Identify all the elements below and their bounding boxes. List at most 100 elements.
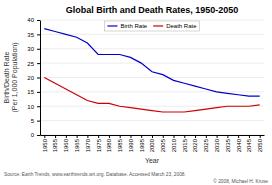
tick: 1965 — [74, 135, 80, 152]
tick-mark — [37, 106, 40, 107]
tick-mark — [37, 63, 40, 64]
tick-label: 1970 — [85, 138, 91, 152]
chart-container: 1950 1955 1960 1965 1970 1975 1980 1985 1990 1995… — [0, 0, 272, 185]
tick-mark — [37, 20, 40, 21]
tick-label: 2045 — [246, 138, 252, 152]
annotation: Source: Earth Trends, www.earthtrends.wr… — [4, 172, 186, 177]
tick-label: 1990 — [128, 138, 134, 152]
tick-mark — [217, 135, 218, 138]
tick-label: 10 — [27, 104, 34, 110]
y-axis-title: Birth/Death Rate(Per 1,000 Population) — [3, 42, 19, 112]
tick-label: 2000 — [149, 138, 155, 152]
tick: 2005 — [160, 135, 166, 152]
tick-label: 15 — [27, 89, 34, 95]
tick-mark — [37, 121, 40, 122]
tick-mark — [260, 135, 261, 138]
tick: 2025 — [203, 135, 209, 152]
tick: 1955 — [52, 135, 58, 152]
tick: 1975 — [96, 135, 102, 152]
y-axis-title-line: Birth/Death Rate — [3, 52, 10, 104]
tick-mark — [227, 135, 228, 138]
tick: 0 — [31, 132, 40, 138]
tick: 2010 — [171, 135, 177, 152]
y-axis: 0 5 10 15 20 25 30 35 40 — [27, 17, 40, 138]
tick-label: 40 — [27, 17, 34, 23]
tick: 1960 — [63, 135, 69, 152]
tick-label: 1965 — [74, 138, 80, 152]
annotation: © 2008, Michael H. Kruse — [213, 178, 268, 184]
legend-label: Death Rate — [166, 23, 197, 29]
x-axis: 1950 1955 1960 1965 1970 1975 1980 1985 1990 1995… — [41, 135, 265, 152]
tick-label: 25 — [27, 61, 34, 67]
tick-label: 1955 — [52, 138, 58, 152]
chart: 1950 1955 1960 1965 1970 1975 1980 1985 1990 1995… — [0, 0, 272, 185]
tick-mark — [37, 92, 40, 93]
legend-item: Death Rate — [153, 23, 197, 29]
y-axis-title-line: (Per 1,000 Population) — [11, 42, 19, 112]
tick: 35 — [27, 32, 40, 38]
legend: Birth RateDeath Rate — [104, 21, 199, 31]
tick: 25 — [27, 61, 40, 67]
tick-label: 30 — [27, 46, 34, 52]
tick-mark — [184, 135, 185, 138]
tick: 10 — [27, 104, 40, 110]
grid-line — [40, 34, 264, 35]
tick: 30 — [27, 46, 40, 52]
grid-line — [40, 77, 264, 78]
tick-mark — [66, 135, 67, 138]
tick-label: 2005 — [160, 138, 166, 152]
grid-line — [40, 20, 264, 21]
tick-label: 2030 — [214, 138, 220, 152]
tick-mark — [98, 135, 99, 138]
grid — [40, 20, 264, 135]
tick-label: 2015 — [182, 138, 188, 152]
tick-label: 2050 — [257, 138, 263, 152]
plot-area — [44, 29, 259, 112]
grid-line — [40, 91, 264, 92]
tick-label: 20 — [27, 75, 34, 81]
tick-mark — [163, 135, 164, 138]
tick: 1970 — [85, 135, 91, 152]
tick-mark — [249, 135, 250, 138]
x-axis-title: Year — [145, 157, 160, 164]
tick-label: 1975 — [96, 138, 102, 152]
tick: 2050 — [257, 135, 263, 152]
tick-mark — [55, 135, 56, 138]
tick-mark — [37, 135, 40, 136]
tick: 1995 — [139, 135, 145, 152]
tick: 1985 — [117, 135, 123, 152]
tick-mark — [141, 135, 142, 138]
tick-mark — [120, 135, 121, 138]
tick: 1980 — [106, 135, 112, 152]
tick-label: 1950 — [42, 138, 48, 152]
series-line — [44, 29, 259, 97]
tick: 20 — [27, 75, 40, 81]
tick-mark — [195, 135, 196, 138]
tick: 15 — [27, 89, 40, 95]
tick-label: 1995 — [139, 138, 145, 152]
tick: 2015 — [182, 135, 188, 152]
tick-mark — [44, 135, 45, 138]
tick: 2000 — [149, 135, 155, 152]
tick: 2020 — [192, 135, 198, 152]
tick-mark — [37, 78, 40, 79]
tick-label: 2040 — [236, 138, 242, 152]
tick-mark — [206, 135, 207, 138]
grid-line — [40, 120, 264, 121]
tick-label: 2025 — [203, 138, 209, 152]
tick-label: 1985 — [117, 138, 123, 152]
series-line — [44, 78, 259, 113]
tick: 2045 — [246, 135, 252, 152]
tick-label: 2010 — [171, 138, 177, 152]
tick: 1950 — [42, 135, 48, 152]
grid-line — [40, 63, 264, 64]
tick-label: 5 — [31, 118, 35, 124]
tick-label: 35 — [27, 32, 34, 38]
legend-frame — [104, 21, 199, 31]
tick-mark — [87, 135, 88, 138]
legend-swatch — [153, 25, 163, 26]
tick-label: 1980 — [106, 138, 112, 152]
tick-mark — [238, 135, 239, 138]
title: Global Birth and Death Rates, 1950-2050 — [66, 5, 239, 15]
tick-mark — [152, 135, 153, 138]
